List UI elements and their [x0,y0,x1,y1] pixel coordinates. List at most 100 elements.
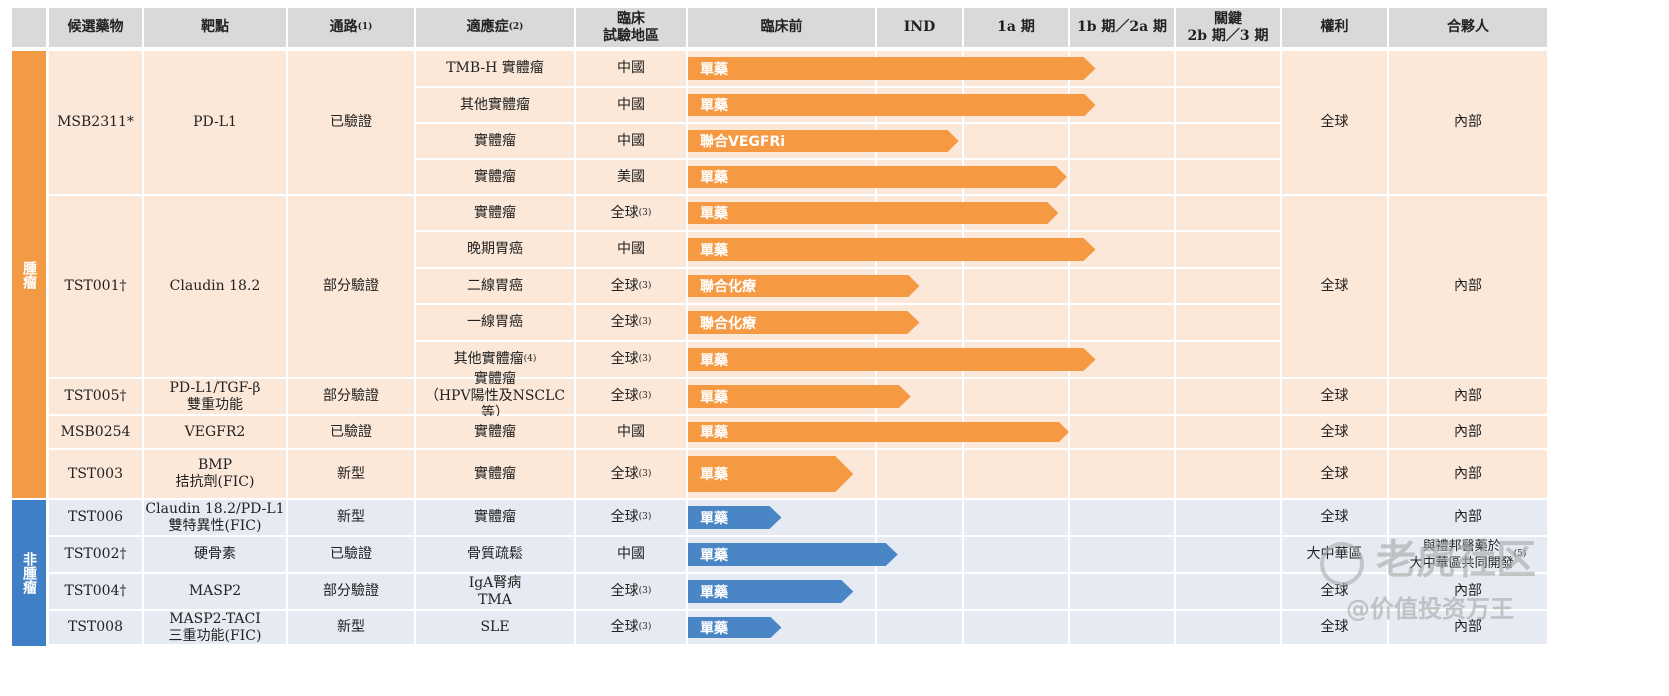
cell-stage-1b2a [1070,305,1174,340]
cell-target: PD-L1 [144,51,286,194]
cell-partner: 內部 [1389,416,1547,448]
cell-region: 全球 (3) [576,196,686,230]
footnote-marker: (3) [638,622,652,632]
cell-rights: 全球 [1282,416,1387,448]
watermark-line1: 老虎社区 [1376,537,1536,583]
cell-stage-1b2a [1070,450,1174,498]
progress-bar-label: 單藥 [700,620,728,637]
header-target: 靶點 [144,8,286,47]
cell-indication: 實體瘤 [416,124,574,158]
cell-stage-1b2a [1070,416,1174,448]
cell-region: 中國 [576,88,686,122]
cell-rights: 全球 [1282,611,1387,644]
cell-partner: 內部 [1389,574,1547,609]
progress-bar-label: 單藥 [700,467,728,483]
progress-bar-label: 聯合VEGFRi [700,134,786,150]
cell-stage-1b2a [1070,269,1174,303]
cell-partner: 內部 [1389,379,1547,414]
cell-region: 全球 (3) [576,574,686,609]
cell-target: 硬骨素 [144,537,286,572]
cell-partner: 內部 [1389,51,1547,194]
cell-region: 中國 [576,51,686,86]
cell-rights: 全球 [1282,379,1387,414]
cell-candidate: TST004† [49,574,142,609]
cell-target: BMP 拮抗劑(FIC) [144,450,286,498]
progress-bar-label: 單藥 [700,170,728,186]
category-band-non-oncology: 非腫瘤 [12,500,46,646]
progress-bar: 單藥 [688,422,1069,442]
cell-stage-pivotal [1176,51,1280,86]
cell-stage-1a [964,305,1068,340]
cell-pathway: 新型 [288,450,414,498]
header-region: 臨床 試驗地區 [576,8,686,47]
header-rights: 權利 [1282,8,1387,47]
cell-partner: 內部 [1389,450,1547,498]
cell-indication: 實體瘤 [416,416,574,448]
cell-indication: 一線胃癌 [416,305,574,340]
cell-indication: 實體瘤 （HPV陽性及NSCLC 等） [416,371,574,421]
footnote-marker: (3) [638,586,652,596]
footnote-marker: (3) [638,468,652,479]
cell-stage-pivotal [1176,537,1280,572]
cell-partner: 與禮邦醫藥於 大中華區共同開發 (5) [1389,537,1547,572]
cell-pathway: 已驗證 [288,51,414,194]
progress-bar: 單藥 [688,456,853,492]
progress-bar: 單藥 [688,94,1096,116]
cell-stage-pivotal [1176,232,1280,267]
cell-target: PD-L1/TGF-β 雙重功能 [144,379,286,414]
cell-region: 全球 (3) [576,450,686,498]
cell-pathway: 新型 [288,611,414,644]
progress-bar: 單藥 [688,166,1067,188]
watermark-line2: @价值投资万王 [1346,595,1514,623]
progress-bar: 單藥 [688,238,1096,261]
cell-candidate: TST003 [49,450,142,498]
cell-indication: 其他實體瘤 [416,88,574,122]
header-stage-1b2a: 1b 期／2a 期 [1070,8,1174,47]
cell-indication: 骨質疏鬆 [416,537,574,572]
cell-stage-pivotal [1176,196,1280,230]
cell-stage-pivotal [1176,416,1280,448]
cell-target: MASP2-TACI 三重功能(FIC) [144,611,286,644]
cell-stage-pivotal [1176,269,1280,303]
progress-bar: 單藥 [688,506,782,529]
cell-stage-pivotal [1176,124,1280,158]
progress-bar-label: 單藥 [700,389,728,406]
cell-pathway: 部分驗證 [288,379,414,414]
progress-bar-label: 單藥 [700,352,728,369]
cell-stage-ind [877,500,962,535]
category-band-oncology: 腫瘤 [12,51,46,498]
progress-bar-label: 單藥 [700,206,728,222]
footnote-marker: (3) [638,207,652,218]
cell-stage-pivotal [1176,611,1280,644]
progress-bar-label: 單藥 [700,584,728,601]
cell-region: 美國 [576,160,686,194]
cell-stage-pivotal [1176,88,1280,122]
header-candidate: 候選藥物 [49,8,142,47]
cell-partner: 內部 [1389,196,1547,377]
cell-region: 全球 (3) [576,611,686,644]
cell-region: 中國 [576,537,686,572]
header-stage-ind: IND [877,8,962,47]
cell-indication: 實體瘤 [416,160,574,194]
progress-bar: 單藥 [688,202,1058,224]
cell-pathway: 部分驗證 [288,574,414,609]
cell-indication: 晚期胃癌 [416,232,574,267]
header-stage-preclinical: 臨床前 [688,8,875,47]
cell-pathway: 已驗證 [288,537,414,572]
cell-candidate: TST006 [49,500,142,535]
footnote-marker: (3) [638,512,652,522]
cell-region: 全球 (3) [576,342,686,377]
cell-indication: 實體瘤 [416,500,574,535]
cell-stage-1a [964,574,1068,609]
cell-indication: IgA腎病 TMA [416,574,574,609]
cell-stage-1b2a [1070,160,1174,194]
progress-bar-label: 聯合化療 [700,279,756,295]
header-pathway: 通路 (1) [288,8,414,47]
cell-stage-1a [964,500,1068,535]
progress-bar-label: 聯合化療 [700,315,756,332]
cell-stage-pivotal [1176,379,1280,414]
header-indication: 適應症 (2) [416,8,574,47]
footnote-marker: (3) [638,317,652,327]
progress-bar-label: 單藥 [700,98,728,114]
cell-pathway: 新型 [288,500,414,535]
